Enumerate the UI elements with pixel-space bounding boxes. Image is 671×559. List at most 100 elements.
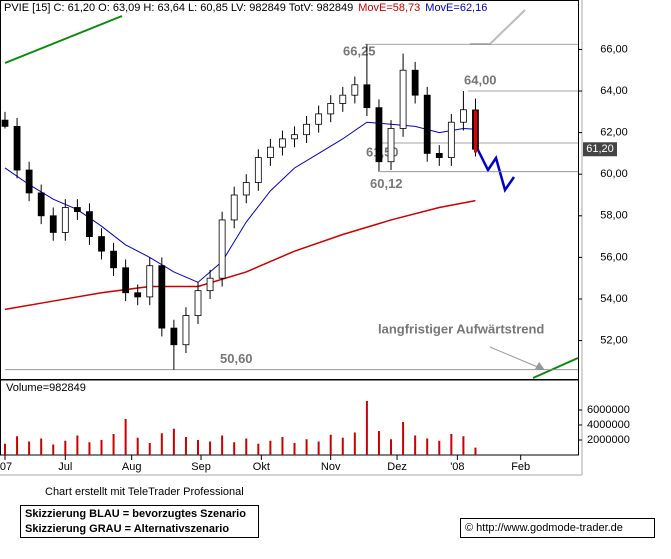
arrow-head — [535, 362, 545, 370]
trend-line — [532, 357, 579, 379]
legend-blue: Skizzierung BLAU = bevorzugtes Szenario — [25, 508, 246, 520]
candle-body — [146, 265, 154, 298]
y-tick-label: 60,00 — [600, 168, 628, 180]
y-tick-label: 62,00 — [600, 127, 628, 139]
x-tick-label: Nov — [321, 461, 341, 473]
volume-bar — [317, 441, 320, 455]
y-tick-label: 2000000 — [587, 434, 630, 446]
candle-body — [86, 211, 93, 237]
volume-bar — [136, 437, 139, 455]
candle-body — [351, 84, 359, 96]
candle-body — [170, 327, 178, 346]
volume-bar — [112, 434, 115, 455]
candle-body — [13, 125, 21, 171]
volume-bar — [341, 437, 344, 455]
reference-label: 60,12 — [370, 176, 403, 191]
volume-bar — [438, 440, 441, 455]
volume-bar — [64, 440, 67, 455]
candle-body — [1, 119, 9, 127]
candle-body — [134, 292, 142, 298]
x-tick-label: Jul — [58, 461, 72, 473]
header: PVIE [15] C: 61,20 O: 63,09 H: 63,64 L: … — [4, 2, 487, 14]
volume-bar — [269, 440, 272, 455]
url: © http://www.godmode-trader.de — [465, 522, 623, 534]
candle-body — [254, 157, 262, 183]
volume-bar — [4, 443, 6, 455]
y-tick-label: 56,00 — [600, 251, 628, 263]
price-tag-label: 61,20 — [586, 143, 614, 155]
arrow — [489, 346, 541, 369]
blue-scenario — [475, 147, 516, 193]
legend-entry: MovE=58,73 — [358, 2, 420, 14]
x-tick-label: Okt — [253, 461, 270, 473]
volume-bar — [148, 443, 151, 455]
volume-title: Volume=982849 — [6, 382, 86, 394]
candle-body — [230, 194, 238, 221]
candle-body — [327, 103, 335, 115]
volume-bar — [377, 431, 380, 455]
x-tick-label: Dez — [387, 461, 407, 473]
header-text: PVIE [15] C: 61,20 O: 63,09 H: 63,64 L: … — [4, 2, 353, 14]
volume-bar — [474, 447, 477, 455]
legend-box — [20, 505, 259, 538]
candle-body — [218, 219, 226, 279]
volume-bar — [221, 435, 224, 455]
trend-line — [4, 15, 123, 64]
candle-body — [291, 134, 298, 140]
volume-bar — [88, 442, 91, 455]
volume-bar — [184, 437, 187, 455]
volume-bar — [414, 435, 417, 455]
x-tick-label: '08 — [450, 461, 464, 473]
x-tick-label: Aug — [122, 461, 142, 473]
volume-bar — [245, 438, 248, 455]
volume-bar — [426, 438, 429, 455]
candle-body — [339, 94, 347, 104]
volume-bar — [329, 434, 332, 455]
volume-bar — [257, 443, 260, 455]
x-tick-label: Sep — [191, 461, 211, 473]
candle-body — [73, 207, 81, 213]
candle-body — [266, 146, 274, 158]
volume-bar — [160, 433, 163, 455]
volume-bar — [462, 436, 465, 455]
volume-bar — [100, 440, 103, 455]
candle-body — [242, 182, 250, 196]
candle-body — [98, 236, 105, 252]
volume-bar — [293, 443, 296, 455]
volume-bar — [402, 422, 405, 455]
y-tick-label: 66,00 — [600, 43, 628, 55]
volume-bar — [197, 440, 200, 455]
volume-bar — [281, 437, 284, 455]
candle-body — [411, 69, 419, 96]
volume-bar — [16, 436, 19, 455]
volume-bar — [28, 441, 31, 455]
candle-body — [182, 315, 190, 346]
volume-bar — [450, 434, 453, 455]
y-tick-label: 54,00 — [600, 293, 628, 305]
candle-body — [279, 138, 286, 148]
candle-body — [122, 267, 130, 294]
volume-bar — [76, 435, 79, 455]
y-tick-label: 6000000 — [587, 404, 630, 416]
candle-body — [423, 94, 431, 154]
volume-bar — [40, 438, 43, 455]
volume-bar — [365, 401, 368, 455]
reference-label: 50,60 — [220, 351, 253, 366]
candle-body — [110, 250, 117, 269]
y-tick-label: 4000000 — [587, 419, 630, 431]
moving-average — [4, 121, 476, 283]
y-tick-label: 58,00 — [600, 210, 628, 222]
url-box — [460, 518, 655, 538]
y-tick-label: 52,00 — [600, 334, 628, 346]
candle-body — [375, 107, 383, 163]
reference-label: 66,25 — [343, 44, 376, 59]
legend-entry: MovE=62,16 — [425, 2, 487, 14]
candle-body — [206, 277, 214, 292]
credit: Chart erstellt mit TeleTrader Profession… — [45, 486, 244, 498]
volume-bar — [124, 419, 127, 455]
volume-bar — [52, 444, 55, 455]
candle-body — [363, 84, 371, 109]
moving-average — [4, 199, 476, 311]
